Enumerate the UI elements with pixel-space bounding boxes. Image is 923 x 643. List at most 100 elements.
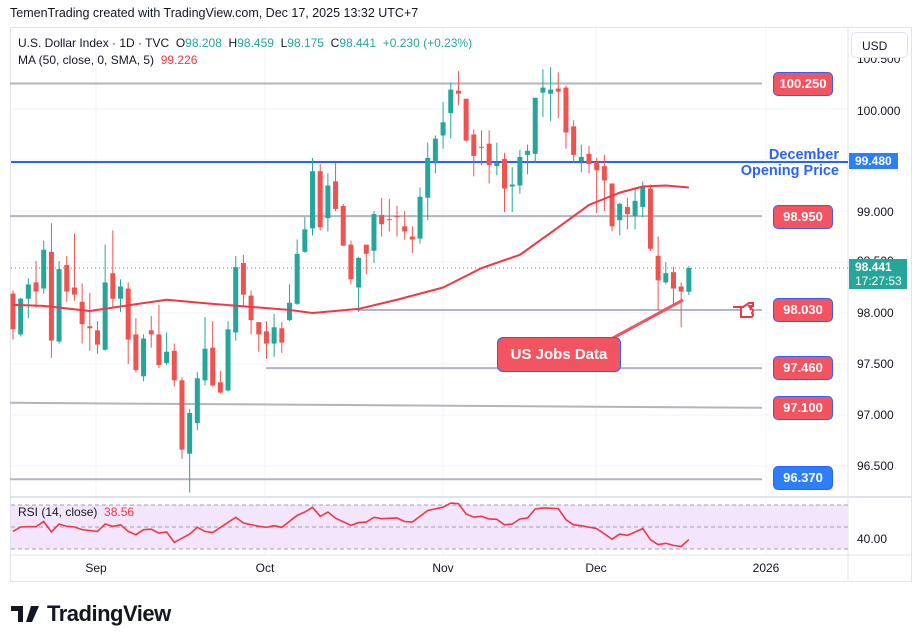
candle-body xyxy=(118,286,124,299)
bar-countdown: 17:27:53 xyxy=(855,274,902,288)
candle-body xyxy=(48,251,54,341)
candle-body xyxy=(670,272,676,289)
candle-body xyxy=(686,268,692,292)
price-tick: 98.000 xyxy=(857,306,894,320)
time-tick: 2026 xyxy=(752,561,780,575)
level-tag-98030: 98.030 xyxy=(773,298,833,322)
candle-body xyxy=(586,153,592,165)
rsi-line xyxy=(12,502,690,548)
candle-body xyxy=(647,188,653,249)
price-tick: 100.500 xyxy=(857,58,901,65)
rsi-tick: 40.00 xyxy=(857,532,888,546)
candle-body xyxy=(240,263,246,295)
candle-body xyxy=(87,326,93,329)
candle-body xyxy=(56,269,62,342)
candle-body xyxy=(402,226,408,232)
candle-body xyxy=(386,219,392,221)
chart-legend: U.S. Dollar Index · 1D · TVC O98.208 H98… xyxy=(18,35,472,69)
candle-body xyxy=(71,287,77,295)
candle-body xyxy=(409,236,415,240)
rsi-pane xyxy=(11,502,848,550)
open-label: O xyxy=(175,36,186,50)
high-value: 98.459 xyxy=(237,36,274,50)
currency-button[interactable]: USD xyxy=(851,32,908,58)
rsi-band xyxy=(11,505,848,549)
candle-body xyxy=(210,347,216,386)
candle-body xyxy=(25,284,31,299)
ma-label[interactable]: MA (50, close, 0, SMA, 5) xyxy=(18,53,155,67)
candle-body xyxy=(18,298,24,335)
time-tick: Sep xyxy=(85,561,107,575)
time-tick: Nov xyxy=(432,561,454,575)
candle-body xyxy=(632,200,638,217)
candle-body xyxy=(425,157,431,198)
label-line: December xyxy=(768,147,839,163)
logo-text: TradingView xyxy=(47,601,171,626)
chart-credit: TemenTrading created with TradingView.co… xyxy=(10,6,419,20)
open-value: 98.208 xyxy=(185,36,222,50)
time-tick: Oct xyxy=(255,561,275,575)
candle-body xyxy=(340,205,346,246)
candle-body xyxy=(141,338,147,377)
time-tick: Dec xyxy=(585,561,607,575)
candle-body xyxy=(317,171,323,228)
price-tick: 99.000 xyxy=(857,205,894,219)
rsi-label[interactable]: RSI (14, close) xyxy=(18,505,98,519)
level-tag-96370: 96.370 xyxy=(773,466,833,490)
low-label: L xyxy=(280,36,288,50)
opening-price-axis-label: 99.480 xyxy=(849,153,898,169)
candle-body xyxy=(571,126,577,155)
candle-body xyxy=(440,122,446,136)
candle-body xyxy=(486,143,492,166)
candle-body xyxy=(348,244,354,280)
candle-body xyxy=(555,88,561,92)
candle-body xyxy=(225,329,231,391)
ma-line xyxy=(12,184,689,314)
candle-body xyxy=(294,253,300,304)
candle-body xyxy=(194,378,200,424)
level-tag-97460: 97.460 xyxy=(773,356,833,380)
candle-body xyxy=(594,162,600,171)
hand-pointing-icon xyxy=(733,302,754,318)
candle-body xyxy=(655,255,661,281)
label-line: Opening Price xyxy=(740,163,839,179)
us-jobs-data-callout: US Jobs Data xyxy=(497,337,621,372)
candle-body xyxy=(563,87,569,133)
price-tick: 97.500 xyxy=(857,357,894,371)
candle-body xyxy=(102,282,108,350)
candle-body xyxy=(509,184,515,187)
ma-value: 99.226 xyxy=(160,53,198,67)
candle-body xyxy=(302,229,308,252)
candle-body xyxy=(64,265,70,292)
tradingview-logo[interactable]: TradingView xyxy=(11,601,171,627)
candle-body xyxy=(663,273,669,283)
candle-body xyxy=(171,350,177,381)
candle-body xyxy=(10,293,16,330)
candle-body xyxy=(448,89,454,114)
candle-body xyxy=(532,97,538,154)
candle-body xyxy=(525,150,531,155)
candle-body xyxy=(540,87,546,93)
candle-body xyxy=(417,196,423,239)
close-value: 98.441 xyxy=(339,36,377,50)
candle-body xyxy=(455,90,461,94)
candle-body xyxy=(356,257,362,288)
candle-body xyxy=(110,273,116,299)
candle-body xyxy=(263,331,269,344)
candles xyxy=(10,67,692,493)
candle-body xyxy=(678,286,684,292)
symbol-title[interactable]: U.S. Dollar Index · 1D · TVC xyxy=(18,36,170,50)
candle-body xyxy=(502,158,508,189)
candle-body xyxy=(248,295,254,321)
candle-body xyxy=(164,351,170,363)
candle-body xyxy=(624,206,630,215)
candle-body xyxy=(202,348,208,381)
price-tick: 98.500 xyxy=(857,254,894,262)
ma50-line xyxy=(12,184,689,314)
candle-body xyxy=(310,171,316,229)
level-tag-100250: 100.250 xyxy=(773,72,833,96)
candle-body xyxy=(379,215,385,225)
candle-body xyxy=(432,138,438,163)
candle-body xyxy=(578,156,584,162)
